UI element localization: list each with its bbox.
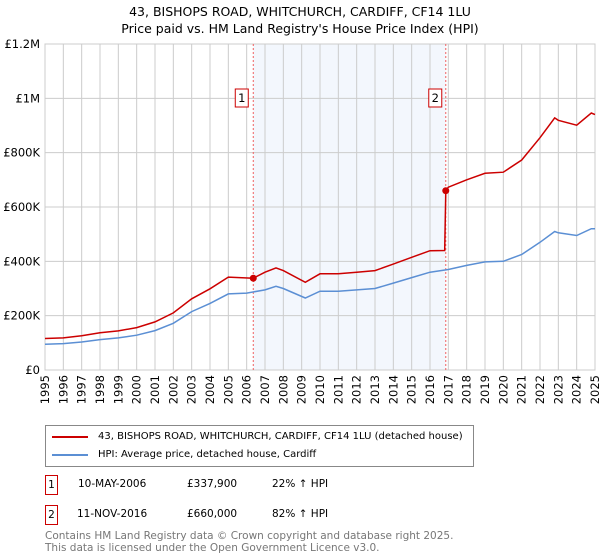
sale-hpi-change: 82% ↑ HPI <box>272 508 329 520</box>
x-tick-label: 2003 <box>185 375 199 404</box>
annotation-label: 2 <box>432 91 439 105</box>
x-tick-label: 1996 <box>56 375 70 404</box>
sale-badge: 2 <box>45 505 58 525</box>
sale-point <box>249 274 257 282</box>
x-tick-label: 2018 <box>460 375 474 404</box>
x-tick-label: 2004 <box>203 375 217 404</box>
sale-point <box>442 187 450 195</box>
footer-line-2: This data is licensed under the Open Gov… <box>45 542 380 554</box>
x-tick-label: 2013 <box>368 375 382 404</box>
footer: Contains HM Land Registry data © Crown c… <box>45 530 453 554</box>
legend-label-hpi: HPI: Average price, detached house, Card… <box>98 449 317 460</box>
x-tick-label: 2009 <box>295 375 309 404</box>
x-tick-label: 2016 <box>423 375 437 404</box>
x-tick-label: 1995 <box>38 375 52 404</box>
x-tick-label: 2019 <box>478 375 492 404</box>
sale-row-1: 1 10-MAY-2006 £337,900 22% ↑ HPI <box>45 475 445 495</box>
x-tick-label: 2014 <box>386 375 400 404</box>
legend: 43, BISHOPS ROAD, WHITCHURCH, CARDIFF, C… <box>45 425 474 467</box>
y-tick-label: £1.2M <box>4 37 40 51</box>
sale-badge: 1 <box>45 475 58 495</box>
x-tick-label: 2011 <box>331 375 345 404</box>
y-tick-label: £600K <box>3 200 40 214</box>
sale-price: £660,000 <box>187 508 238 520</box>
x-tick-label: 2001 <box>148 375 162 404</box>
x-tick-label: 2007 <box>258 375 272 404</box>
x-tick-label: 2017 <box>441 375 455 404</box>
plot-frame <box>44 43 596 371</box>
x-tick-label: 2015 <box>405 375 419 404</box>
x-tick-label: 2020 <box>496 375 510 404</box>
legend-swatch-property <box>52 435 88 438</box>
y-tick-label: £1M <box>15 91 40 105</box>
title-line-1: 43, BISHOPS ROAD, WHITCHURCH, CARDIFF, C… <box>129 4 471 19</box>
x-tick-label: 1999 <box>111 375 125 404</box>
annotation-box <box>428 88 443 108</box>
x-tick-label: 2025 <box>588 375 600 404</box>
legend-label-property: 43, BISHOPS ROAD, WHITCHURCH, CARDIFF, C… <box>98 431 463 442</box>
sale-hpi-change: 22% ↑ HPI <box>272 478 329 490</box>
price-chart: 1995 1996 1997 1998 1999 2000 2001 2002 2003 2004… <box>3 37 600 404</box>
x-tick-label: 2006 <box>240 375 254 404</box>
x-tick-label: 2010 <box>313 375 327 404</box>
legend-swatch-hpi <box>52 453 88 456</box>
x-tick-label: 2024 <box>570 375 584 404</box>
x-tick-label: 2000 <box>130 375 144 404</box>
annotation-label: 1 <box>238 91 245 105</box>
x-tick-label: 2022 <box>533 375 547 404</box>
x-tick-label: 2002 <box>166 375 180 404</box>
x-tick-label: 2008 <box>276 375 290 404</box>
x-tick-label: 1997 <box>75 375 89 404</box>
annotation-box <box>234 88 249 108</box>
x-tick-label: 2021 <box>515 375 529 404</box>
sale-date: 10-MAY-2006 <box>78 478 147 490</box>
sale-date: 11-NOV-2016 <box>77 508 148 520</box>
x-tick-label: 1998 <box>93 375 107 404</box>
property-series-line <box>44 112 596 340</box>
chart-title: 43, BISHOPS ROAD, WHITCHURCH, CARDIFF, C… <box>0 3 600 37</box>
hpi-series-line <box>44 227 595 345</box>
title-line-2: Price paid vs. HM Land Registry's House … <box>121 21 479 36</box>
sale-price: £337,900 <box>187 478 238 490</box>
y-tick-label: £800K <box>3 146 40 160</box>
x-tick-label: 2023 <box>551 375 565 404</box>
y-tick-label: £200K <box>3 309 40 323</box>
x-tick-label: 2012 <box>350 375 364 404</box>
y-tick-label: £0 <box>25 363 40 377</box>
x-tick-label: 2005 <box>221 375 235 404</box>
sale-row-2: 2 11-NOV-2016 £660,000 82% ↑ HPI <box>45 505 445 525</box>
footer-line-1: Contains HM Land Registry data © Crown c… <box>45 530 454 542</box>
y-tick-label: £400K <box>3 254 40 268</box>
